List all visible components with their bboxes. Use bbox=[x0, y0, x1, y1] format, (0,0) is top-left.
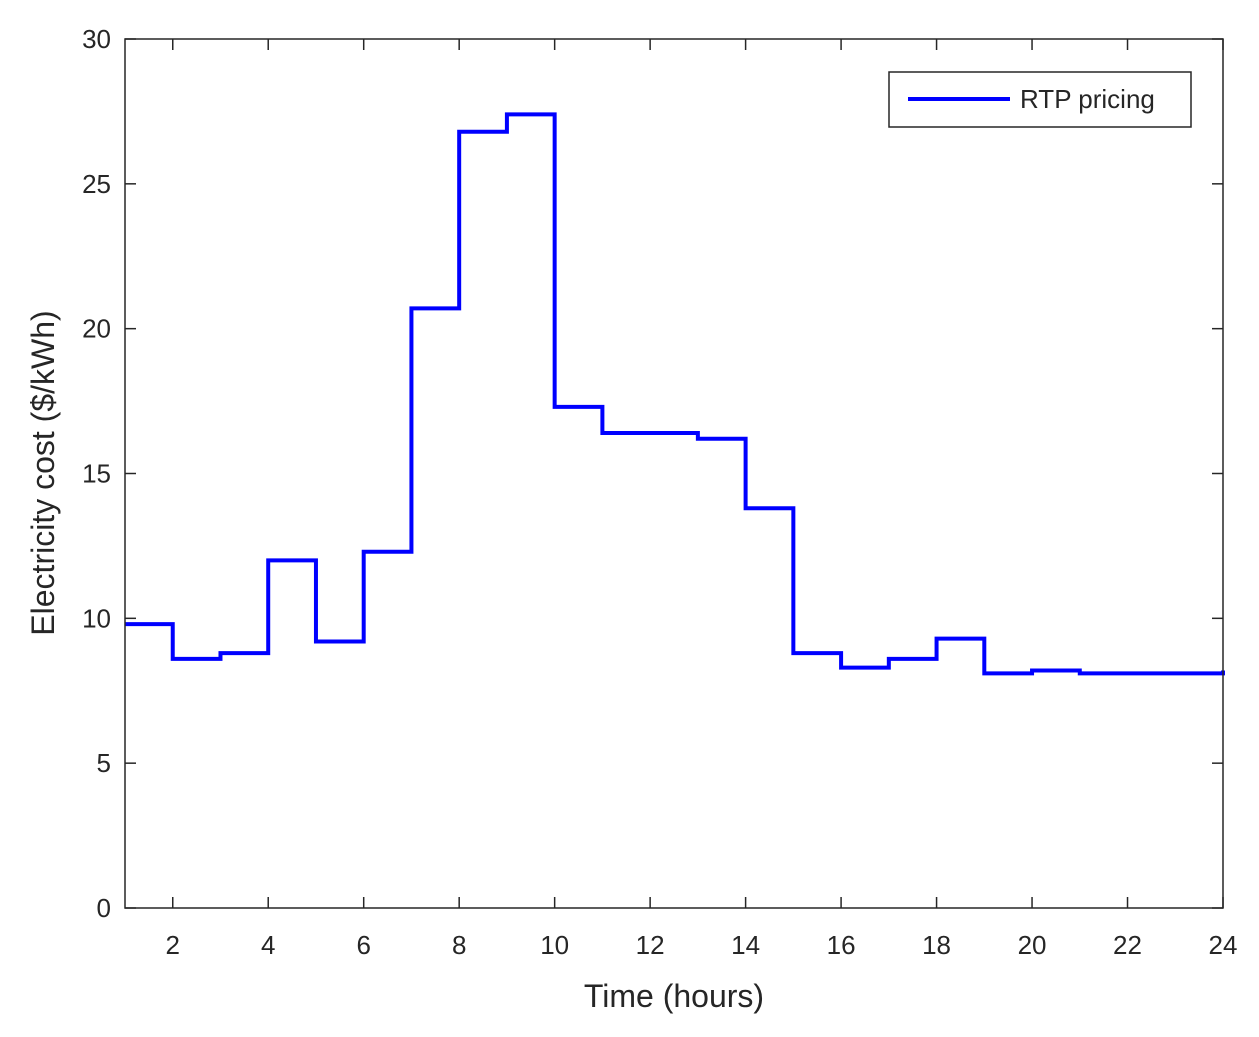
plot-frame bbox=[124, 38, 1224, 909]
x-tick-label-12: 12 bbox=[636, 930, 665, 960]
legend-label-rtp-pricing: RTP pricing bbox=[1020, 84, 1155, 114]
y-tick-label-5: 5 bbox=[97, 748, 111, 778]
y-axis-label: Electricity cost ($/kWh) bbox=[25, 310, 61, 635]
x-tick-label-22: 22 bbox=[1113, 930, 1142, 960]
x-tick-label-14: 14 bbox=[731, 930, 760, 960]
y-tick-label-20: 20 bbox=[82, 314, 111, 344]
x-tick-label-16: 16 bbox=[827, 930, 856, 960]
x-axis-label: Time (hours) bbox=[584, 978, 764, 1014]
x-tick-label-8: 8 bbox=[452, 930, 466, 960]
series-layer bbox=[125, 112, 1225, 676]
x-tick-label-20: 20 bbox=[1018, 930, 1047, 960]
x-tick-label-4: 4 bbox=[261, 930, 275, 960]
plot-area-background bbox=[125, 39, 1223, 908]
x-tick-label-10: 10 bbox=[540, 930, 569, 960]
x-tick-label-24: 24 bbox=[1209, 930, 1238, 960]
legend: RTP pricing bbox=[888, 71, 1192, 128]
series-line-0 bbox=[125, 112, 1225, 676]
y-tick-label-25: 25 bbox=[82, 169, 111, 199]
y-tick-label-15: 15 bbox=[82, 459, 111, 489]
x-tick-label-2: 2 bbox=[166, 930, 180, 960]
y-tick-label-0: 0 bbox=[97, 893, 111, 923]
x-tick-label-6: 6 bbox=[356, 930, 370, 960]
x-tick-label-18: 18 bbox=[922, 930, 951, 960]
y-tick-label-10: 10 bbox=[82, 603, 111, 633]
y-tick-label-30: 30 bbox=[82, 24, 111, 54]
